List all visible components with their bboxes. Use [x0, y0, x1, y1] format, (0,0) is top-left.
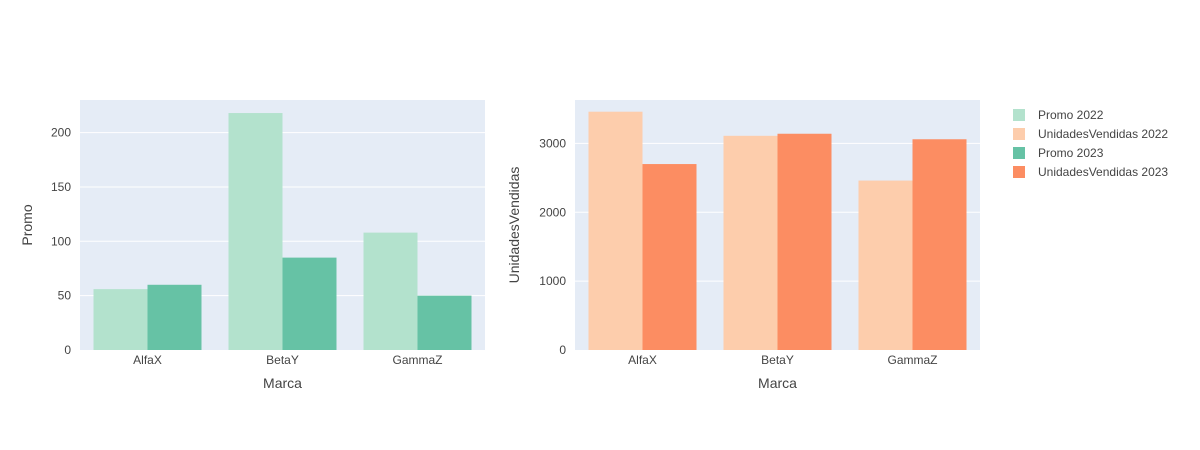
unidades-y-tick-label: 3000 [539, 136, 566, 150]
unidades-bar-unidades_2023-gammaz [912, 139, 967, 350]
unidades-bar-unidades_2022-alfax [588, 111, 643, 350]
promo-y-tick-label: 100 [51, 234, 71, 248]
chart-legend: Promo 2022 UnidadesVendidas 2022 Promo 202… [1013, 108, 1168, 179]
promo-subplot: 0 50 100 150 200 AlfaX BetaY GammaZ Marca Promo [19, 100, 485, 391]
legend-swatch [1013, 109, 1025, 121]
legend-swatch [1013, 128, 1025, 140]
unidades-bar-unidades_2022-betay [723, 135, 778, 350]
unidades-x-tick-label: BetaY [761, 353, 794, 367]
promo-y-tick-label: 150 [51, 180, 71, 194]
promo-y-axis-title: Promo [19, 204, 35, 245]
promo-bar-promo_2023-alfax [147, 284, 202, 350]
legend-swatch [1013, 147, 1025, 159]
unidades-x-tick-label: AlfaX [628, 353, 657, 367]
promo-bar-promo_2022-alfax [93, 289, 148, 350]
promo-y-tick-label: 0 [64, 343, 71, 357]
unidades-subplot: 0 1000 2000 3000 AlfaX BetaY GammaZ Marca Unidad… [506, 100, 980, 391]
unidades-bar-unidades_2023-alfax [642, 164, 697, 350]
promo-bar-promo_2022-gammaz [363, 232, 418, 350]
unidades-bar-unidades_2022-gammaz [858, 180, 913, 350]
legend-item[interactable]: UnidadesVendidas 2023 [1013, 165, 1168, 179]
unidades-y-tick-label: 0 [559, 343, 566, 357]
promo-x-tick-label: BetaY [266, 353, 299, 367]
unidades-y-tick-label: 2000 [539, 205, 566, 219]
promo-y-tick-label: 200 [51, 126, 71, 140]
promo-bar-promo_2022-betay [228, 113, 283, 350]
promo-x-axis-title: Marca [263, 375, 302, 391]
legend-label: Promo 2023 [1038, 146, 1104, 160]
unidades-x-axis-title: Marca [758, 375, 797, 391]
unidades-y-tick-label: 1000 [539, 274, 566, 288]
legend-swatch [1013, 166, 1025, 178]
legend-item[interactable]: UnidadesVendidas 2022 [1013, 127, 1168, 141]
unidades-x-tick-label: GammaZ [887, 353, 937, 367]
legend-item[interactable]: Promo 2023 [1013, 146, 1104, 160]
promo-bar-promo_2023-betay [282, 257, 337, 350]
promo-x-tick-label: AlfaX [133, 353, 162, 367]
legend-label: Promo 2022 [1038, 108, 1104, 122]
legend-item[interactable]: Promo 2022 [1013, 108, 1104, 122]
unidades-bar-unidades_2023-betay [777, 133, 832, 350]
promo-x-tick-label: GammaZ [392, 353, 442, 367]
promo-bar-promo_2023-gammaz [417, 295, 472, 350]
promo-y-tick-label: 50 [58, 289, 72, 303]
legend-label: UnidadesVendidas 2023 [1038, 165, 1168, 179]
legend-label: UnidadesVendidas 2022 [1038, 127, 1168, 141]
unidades-y-axis-title: UnidadesVendidas [506, 167, 522, 284]
